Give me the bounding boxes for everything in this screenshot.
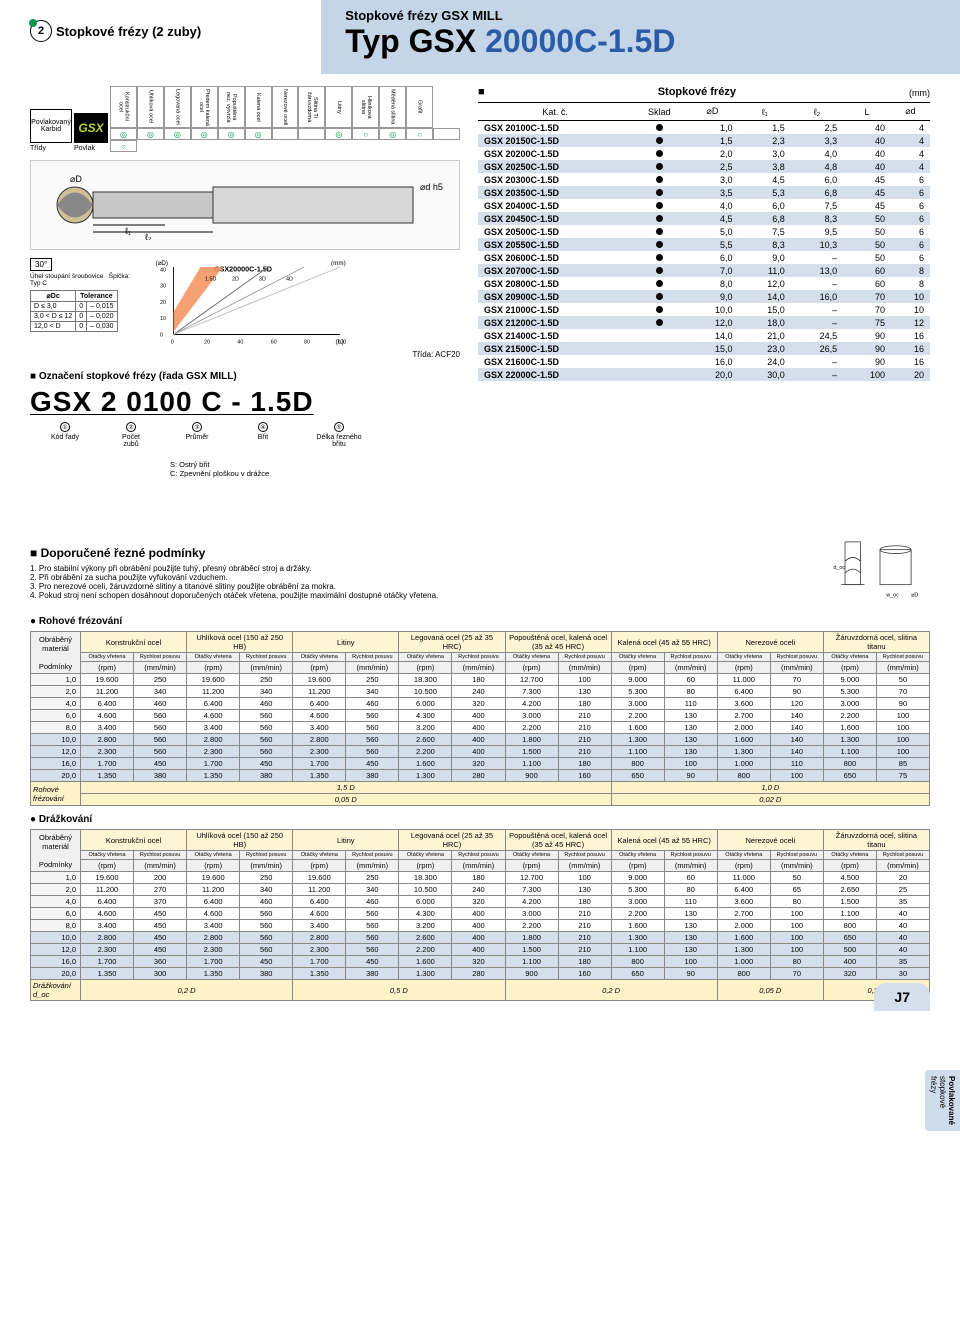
svg-text:(ℓ₁): (ℓ₁) [336, 339, 344, 346]
table-row: 10,02.8004502.8005602.8005602.6004001.80… [31, 932, 930, 944]
table-row: GSX 20900C-1.5D9,014,016,07010 [478, 290, 930, 303]
svg-text:ℓ₁: ℓ₁ [125, 226, 131, 236]
page-number: J7 [874, 983, 930, 1011]
table-row: GSX 20250C-1.5D2,53,84,8404 [478, 160, 930, 173]
svg-text:20: 20 [160, 300, 166, 306]
svg-text:⌀d h5: ⌀d h5 [420, 182, 443, 192]
svg-text:w_oc: w_oc [885, 592, 899, 598]
svg-text:GSX20000C-1.5D: GSX20000C-1.5D [214, 265, 272, 274]
table-row: GSX 20150C-1.5D1,52,33,3404 [478, 134, 930, 147]
table-row: 20,01.3503001.3503801.3503801.3002809001… [31, 968, 930, 980]
table-row: 8,03.4005603.4005603.4005603.2004002.200… [31, 722, 930, 734]
endmill-icon: d_oc w_oc ⌀D [830, 538, 930, 608]
svg-text:⌀D: ⌀D [911, 592, 918, 598]
svg-text:1.5D: 1.5D [205, 277, 216, 283]
svg-text:0: 0 [171, 340, 174, 346]
designation-code: GSX 2 0100 C - 1.5D [30, 386, 460, 418]
svg-text:0: 0 [160, 332, 163, 338]
table-row: GSX 20100C-1.5D1,01,52,5404 [478, 121, 930, 135]
table-row: 4,06.4003706.4004606.4004606.0003204.200… [31, 896, 930, 908]
table-row: 2,011.20034011.20034011.20034010.5002407… [31, 686, 930, 698]
recommended-header: Doporučené řezné podmínky [30, 546, 438, 560]
brand-main: Typ GSX 20000C-1.5D [335, 23, 946, 60]
brand-sub: Stopkové frézy GSX MILL [335, 8, 946, 23]
badge-number: 2 [30, 20, 52, 42]
corner-milling-header: Rohové frézování [30, 616, 930, 627]
svg-text:d_oc: d_oc [833, 565, 845, 571]
table-row: 4,06.4004606.4004606.4004606.0003204.200… [31, 698, 930, 710]
svg-text:60: 60 [271, 340, 277, 346]
table-row: GSX 21000C-1.5D10,015,0–7010 [478, 303, 930, 316]
svg-text:(⌀D): (⌀D) [156, 260, 169, 267]
svg-text:4D: 4D [286, 277, 293, 283]
table-row: GSX 20800C-1.5D8,012,0–608 [478, 277, 930, 290]
table-row: 16,01.7003601.7004501.7004501.6003201.10… [31, 956, 930, 968]
svg-text:ℓ₂: ℓ₂ [145, 232, 152, 240]
svg-text:(mm): (mm) [331, 260, 346, 267]
corner-milling-table: Obráběný materiálPodmínkyKonstrukční oce… [30, 631, 930, 806]
range-chart: (⌀D) (mm) GSX20000C-1.5D 1.5D 2D 3D [150, 258, 350, 348]
table-row: GSX 20600C-1.5D6,09,0–506 [478, 251, 930, 264]
svg-text:⌀D: ⌀D [70, 174, 82, 184]
table-row: GSX 20400C-1.5D4,06,07,5456 [478, 199, 930, 212]
designation-labels: ①Kód řady②Početzubů③Průměr④Břit⑤Délka ře… [30, 422, 460, 448]
svg-text:10: 10 [160, 316, 166, 322]
table-row: 1,019.60025019.60025019.60025018.3001801… [31, 674, 930, 686]
trida-line: Třída: ACF20 [30, 350, 460, 359]
brand-header: Stopkové frézy GSX MILL Typ GSX 20000C-1… [321, 0, 960, 74]
table-row: 1,019.60020019.60025019.60025018.3001801… [31, 872, 930, 884]
table-row: GSX 21600C-1.5D16,024,0–9016 [478, 355, 930, 368]
table-row: GSX 20350C-1.5D3,55,36,8456 [478, 186, 930, 199]
table-row: 6,04.6005604.6005604.6005604.3004003.000… [31, 710, 930, 722]
materials-strip: Povlakovaný Karbid Třídy GSX Povlak Kons… [30, 86, 460, 152]
table-row: GSX 21500C-1.5D15,023,026,59016 [478, 342, 930, 355]
recommended-notes: 1. Pro stabilní výkony při obrábění použ… [30, 564, 438, 600]
tolerance-block: 30° Úhel stoupání šroubovice Špička: Typ… [30, 258, 140, 348]
table-row: GSX 21200C-1.5D12,018,0–7512 [478, 316, 930, 329]
table-row: 12,02.3004502.3005602.3005602.2004001.50… [31, 944, 930, 956]
svg-text:30: 30 [160, 284, 166, 290]
slotting-header: Drážkování [30, 814, 930, 825]
table-row: 2,011.20027011.20034011.20034010.5002407… [31, 884, 930, 896]
table-row: 8,03.4004503.4005603.4005603.2004002.200… [31, 920, 930, 932]
table-row: 10,02.8005602.8005602.8005602.6004001.80… [31, 734, 930, 746]
section-title: Stopkové frézy (2 zuby) [56, 24, 201, 39]
table-row: 6,04.6004504.6005604.6005604.3004003.000… [31, 908, 930, 920]
table-row: GSX 20200C-1.5D2,03,04,0404 [478, 147, 930, 160]
designation-header: Označení stopkové frézy (řada GSX MILL) [30, 371, 460, 382]
table-row: GSX 20550C-1.5D5,58,310,3506 [478, 238, 930, 251]
stock-table: Kat. č.Sklad⌀Dℓ₁ℓ₂L⌀dGSX 20100C-1.5D1,01… [478, 102, 930, 381]
svg-text:40: 40 [237, 340, 243, 346]
tolerance-table: ⌀DcTolerance D ≤ 3,00– 0,0153,0 < D ≤ 12… [30, 290, 118, 332]
side-tab: Povlakované stopkové frézy [925, 1070, 960, 1131]
svg-text:2D: 2D [232, 277, 239, 283]
slotting-table: Obráběný materiálPodmínkyKonstrukční oce… [30, 829, 930, 1001]
table-row: GSX 20450C-1.5D4,56,88,3506 [478, 212, 930, 225]
table-row: GSX 22000C-1.5D20,030,0–10020 [478, 368, 930, 381]
table-row: GSX 21400C-1.5D14,021,024,59016 [478, 329, 930, 342]
svg-text:20: 20 [204, 340, 210, 346]
designation-legend: S: Ostrý břit C: Zpevnění ploškou v dráž… [170, 460, 460, 478]
coating-badge: Povlakovaný Karbid [30, 109, 72, 143]
table-row: 16,01.7004501.7004501.7004501.6003201.10… [31, 758, 930, 770]
svg-text:3D: 3D [259, 277, 266, 283]
table-row: GSX 20300C-1.5D3,04,56,0456 [478, 173, 930, 186]
table-row: GSX 20700C-1.5D7,011,013,0608 [478, 264, 930, 277]
svg-text:80: 80 [304, 340, 310, 346]
svg-text:40: 40 [160, 268, 166, 274]
tool-drawing: ⌀D ⌀d h5 ℓ₁ ℓ₂ [30, 160, 460, 250]
section-badge: 2 Stopkové frézy (2 zuby) [30, 20, 201, 42]
table-row: 12,02.3005602.3005602.3005602.2004001.50… [31, 746, 930, 758]
stock-header: Stopkové frézy (mm) [478, 86, 930, 98]
table-row: 20,01.3503801.3503801.3503801.3002809001… [31, 770, 930, 782]
table-row: GSX 20500C-1.5D5,07,59,5506 [478, 225, 930, 238]
gsx-badge: GSX [74, 113, 108, 143]
